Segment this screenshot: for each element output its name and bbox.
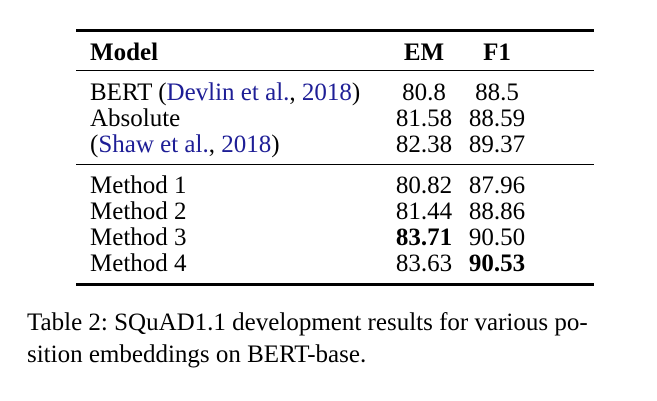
em-cell: 80.8 [402,78,446,106]
f1-cell: 89.37 [468,130,526,158]
em-cell: 81.44 [395,198,453,226]
table-row-method-2: Method 2 81.44 88.86 [90,199,537,225]
model-text: ( [90,130,99,158]
f1-cell: 90.50 [468,224,526,252]
model-cell: Method 2 [90,198,187,226]
baselines-group: BERT (Devlin et al., 2018) 80.8 88.5 Abs… [76,71,594,164]
header-model: Model [90,38,159,66]
model-text-suffix: ) [351,78,361,106]
methods-group: Method 1 80.82 87.96 Method 2 81.44 88.8… [76,165,594,283]
citation-shaw-author-link[interactable]: Shaw et al. [98,130,209,158]
caption-line-2: sition embeddings on BERT-base. [27,341,367,368]
citation-devlin-author-link[interactable]: Devlin et al. [166,78,290,106]
table-top-rule [76,29,594,32]
em-cell: 81.58 [395,104,453,132]
em-cell: 83.63 [395,250,453,278]
table-header-rule [76,69,594,71]
header-f1: F1 [483,38,511,66]
em-cell: 80.82 [395,172,453,200]
em-cell: 82.38 [395,130,453,158]
model-cell: Method 3 [90,224,187,252]
table-bottom-rule [76,283,594,286]
citation-separator: , [208,130,222,158]
model-cell: Absolute [90,104,181,132]
results-table: Model EM F1 BERT (Devlin et al., 2018) 8… [76,29,594,286]
table-row-bert: BERT (Devlin et al., 2018) 80.8 88.5 [90,78,537,106]
table-row-method-3: Method 3 83.71 90.50 [90,225,537,251]
table-row-method-1: Method 1 80.82 87.96 [90,173,537,199]
f1-cell: 88.5 [475,78,519,106]
table-row-shaw: (Shaw et al., 2018) 82.38 89.37 [90,130,537,158]
header-em: EM [403,38,445,66]
model-text: BERT ( [90,78,167,106]
table-row-method-4: Method 4 83.63 90.53 [90,251,537,277]
table-mid-rule [76,163,594,166]
f1-cell: 87.96 [468,172,526,200]
em-cell-best: 83.71 [395,224,453,252]
model-cell: (Shaw et al., 2018) [90,130,391,158]
model-text-suffix: ) [271,130,280,158]
f1-cell: 88.59 [468,104,526,132]
citation-shaw-year-link[interactable]: 2018 [221,130,272,158]
table-row-absolute: Absolute 81.58 88.59 [90,104,537,132]
f1-cell: 88.86 [468,198,526,226]
model-cell: Method 4 [90,250,187,278]
table-caption: Table 2: SQuAD1.1 development results fo… [27,307,647,371]
table-header-row: Model EM F1 [76,32,594,70]
caption-line-1: Table 2: SQuAD1.1 development results fo… [27,309,588,336]
citation-devlin-year-link[interactable]: 2018 [301,78,352,106]
model-cell: Method 1 [90,172,187,200]
f1-cell-best: 90.53 [468,250,526,278]
citation-separator: , [289,78,302,106]
model-cell: BERT (Devlin et al., 2018) [90,78,391,106]
